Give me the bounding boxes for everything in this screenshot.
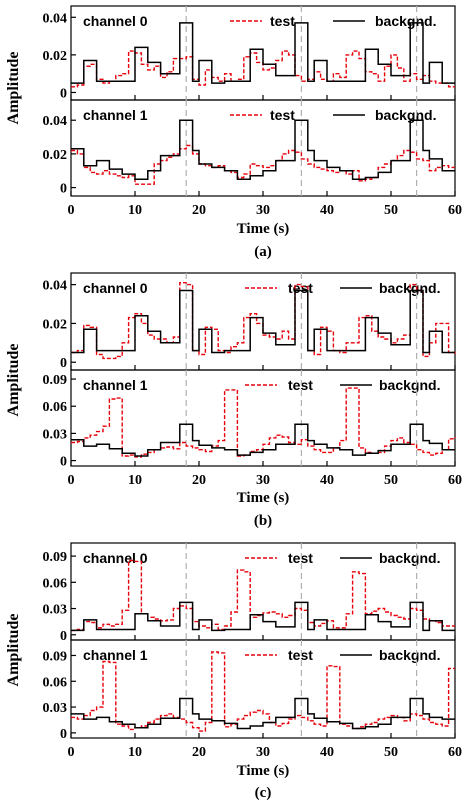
y-tick-label: 0 — [60, 629, 67, 644]
x-tick-label: 10 — [128, 745, 142, 760]
y-tick-label: 0.03 — [43, 427, 68, 442]
figure-c-panel-channel-1: channel 1 test backgnd. — [70, 639, 456, 739]
figure-b-panel-channel-1-title: channel 1 — [83, 377, 148, 393]
x-tick-label: 50 — [384, 745, 398, 760]
figure-c-panel-channel-0: channel 0 test backgnd. — [70, 542, 456, 641]
legend-backgnd-label: backgnd. — [379, 550, 440, 566]
x-tick-label: 10 — [128, 473, 142, 488]
x-tick-label: 30 — [256, 745, 270, 760]
x-tick-label: 0 — [68, 473, 75, 488]
figure-c-xlabel: Time (s) — [237, 763, 290, 779]
y-tick-label: 0 — [60, 727, 67, 742]
legend-backgnd-label: backgnd. — [375, 107, 436, 123]
figure-c: Amplitude channel 0 test backgnd. channe… — [5, 542, 456, 801]
figure-a-label: (a) — [254, 244, 272, 260]
series-backgnd-line — [71, 289, 455, 354]
figure-a-xlabel: Time (s) — [237, 221, 290, 237]
figure-c-panel-channel-0-title: channel 0 — [83, 550, 148, 566]
series-test-line — [71, 559, 455, 632]
figure-b-label: (b) — [254, 513, 272, 529]
x-tick-label: 0 — [68, 203, 75, 218]
figure-c-label: (c) — [255, 785, 272, 801]
x-tick-label: 60 — [448, 203, 462, 218]
x-tick-label: 50 — [384, 473, 398, 488]
series-backgnd-line — [71, 119, 455, 180]
figure-a-ylabel: Amplitude — [5, 52, 22, 125]
figure-b: Amplitude channel 0 test backgnd. channe… — [5, 272, 456, 529]
figure-a-panel-channel-0-title: channel 0 — [83, 13, 148, 29]
legend-test-label: test — [288, 280, 313, 296]
series-test-line — [71, 651, 455, 732]
legend-test-label: test — [288, 550, 313, 566]
series-test-line — [71, 387, 456, 458]
x-tick-label: 30 — [256, 203, 270, 218]
y-tick-label: 0.02 — [43, 49, 68, 64]
legend-backgnd-label: backgnd. — [379, 647, 440, 663]
series-backgnd-line — [71, 423, 455, 457]
series-backgnd-line — [71, 697, 455, 730]
x-tick-label: 60 — [448, 745, 462, 760]
figure-c-ylabel: Amplitude — [5, 614, 22, 687]
y-tick-label: 0.04 — [43, 114, 68, 129]
x-tick-label: 30 — [256, 473, 270, 488]
y-tick-label: 0.06 — [43, 400, 68, 415]
series-test-line — [71, 144, 455, 185]
y-tick-label: 0.02 — [43, 148, 68, 163]
y-tick-label: 0 — [60, 182, 67, 197]
legend-test-label: test — [270, 107, 295, 123]
figure-b-plot: 0 0.02 0.04 0 0.03 0.06 0.09 0 10 20 30 40 50 60 — [43, 273, 462, 488]
x-tick-label: 40 — [320, 203, 334, 218]
y-tick-label: 0.09 — [43, 373, 68, 388]
y-tick-label: 0.09 — [43, 550, 68, 565]
legend-test-label: test — [288, 647, 313, 663]
figure-c-panel-channel-1-title: channel 1 — [83, 647, 148, 663]
figure-a-panel-channel-1-title: channel 1 — [83, 107, 148, 123]
y-tick-label: 0.09 — [43, 649, 68, 664]
x-tick-label: 20 — [192, 473, 206, 488]
legend-backgnd-label: backgnd. — [375, 13, 436, 29]
x-tick-label: 10 — [128, 203, 142, 218]
x-tick-label: 60 — [448, 473, 462, 488]
series-backgnd-line — [71, 601, 455, 632]
y-tick-label: 0 — [60, 455, 67, 470]
y-tick-label: 0.06 — [43, 675, 68, 690]
x-tick-label: 20 — [192, 203, 206, 218]
figure-a-panel-channel-1: channel 1 test backgnd. — [70, 99, 456, 197]
y-tick-label: 0.02 — [43, 317, 68, 332]
series-backgnd-line — [71, 22, 455, 84]
x-tick-label: 20 — [192, 745, 206, 760]
legend-backgnd-label: backgnd. — [379, 377, 440, 393]
y-tick-label: 0.06 — [43, 576, 68, 591]
figure-b-ylabel: Amplitude — [5, 344, 22, 417]
figure-a: Amplitude channel 0 test backgnd. channe… — [5, 5, 456, 260]
y-tick-label: 0 — [60, 356, 67, 371]
legend-test-label: test — [288, 377, 313, 393]
figure-c-plot: 0 0.03 0.06 0.09 0 0.03 0.06 0.09 0 10 20 30 40 50 60 — [43, 543, 462, 760]
x-tick-label: 40 — [320, 745, 334, 760]
x-tick-label: 40 — [320, 473, 334, 488]
x-tick-label: 0 — [68, 745, 75, 760]
y-tick-label: 0.03 — [43, 603, 68, 618]
x-tick-label: 50 — [384, 203, 398, 218]
figure-a-plot: 0 0.02 0.04 0 0.02 0.04 0 10 20 30 40 50 60 — [43, 6, 462, 218]
y-tick-label: 0 — [60, 86, 67, 101]
y-tick-label: 0.04 — [43, 279, 68, 294]
y-tick-label: 0.04 — [43, 11, 68, 26]
legend-test-label: test — [270, 13, 295, 29]
figure-b-panel-channel-0-title: channel 0 — [83, 280, 148, 296]
figure-b-xlabel: Time (s) — [237, 490, 290, 506]
y-tick-label: 0.03 — [43, 701, 68, 716]
